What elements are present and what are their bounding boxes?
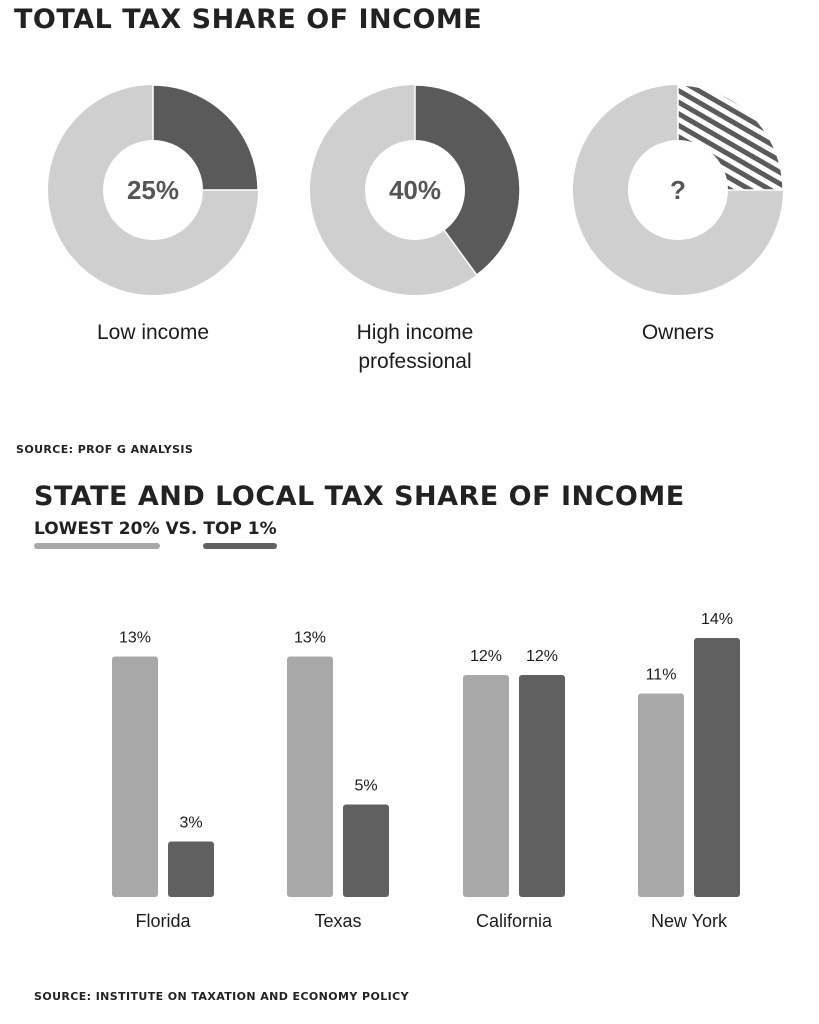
- legend-swatch-top-1: [203, 543, 277, 549]
- donut-owners-svg: [573, 84, 784, 295]
- legend-separator: vs.: [165, 519, 198, 539]
- donut-owners-label: Owners: [641, 321, 715, 344]
- donut-low-income: 25%: [47, 84, 259, 296]
- bar-florida-top-1-: [168, 841, 214, 897]
- category-label-texas: Texas: [314, 911, 361, 931]
- bar-label-new-york-top-1-: 14%: [701, 611, 733, 628]
- donut-low-income-label: Low income: [96, 321, 210, 344]
- bar-label-florida-lowest-20-: 13%: [119, 630, 151, 647]
- source-note-itep: Source: Institute on Taxation and Econom…: [34, 990, 409, 1003]
- donut-high-income-professional-label: High income professional: [356, 321, 474, 373]
- bar-chart: 13% 3% Florida 13% 5% Texas 12% 12% California 11…: [112, 611, 740, 931]
- bar-california-top-1-: [519, 675, 565, 897]
- donut-low-income-svg: [48, 84, 259, 295]
- donut-owners-hole: [628, 140, 728, 240]
- bar-california-lowest-20-: [463, 675, 509, 897]
- bar-label-new-york-lowest-20-: 11%: [646, 667, 677, 684]
- chart-title-state-local-tax: State and local tax share of income: [34, 481, 685, 512]
- bar-label-florida-top-1-: 3%: [179, 815, 202, 832]
- category-label-florida: Florida: [135, 911, 191, 931]
- bar-florida-lowest-20-: [112, 656, 158, 897]
- donut-owners-value: ?: [670, 174, 686, 205]
- category-label-california: California: [476, 911, 553, 931]
- legend-item-top-1: Top 1%: [203, 519, 277, 549]
- bar-label-california-top-1-: 12%: [526, 648, 558, 665]
- bar-new-york-lowest-20-: [638, 693, 684, 897]
- bar-label-california-lowest-20-: 12%: [470, 648, 502, 665]
- donut-high-income-professional-hole: [365, 140, 465, 240]
- source-note-prof-g: Source: Prof G Analysis: [16, 443, 194, 456]
- donut-high-income-professional-value: 40%: [388, 174, 442, 205]
- donut-high-income-professional-svg: [310, 84, 521, 295]
- bar-new-york-top-1-: [694, 638, 740, 897]
- legend: Lowest 20% vs. Top 1%: [34, 519, 277, 549]
- donut-low-income-value: 25%: [126, 174, 180, 205]
- legend-label-top-1: Top 1%: [203, 519, 277, 539]
- bar-label-texas-top-1-: 5%: [354, 778, 377, 795]
- category-label-new-york: New York: [651, 911, 728, 931]
- chart-title-total-tax: Total tax share of income: [14, 4, 483, 35]
- donut-owners: ?: [572, 84, 784, 296]
- bar-texas-lowest-20-: [287, 656, 333, 897]
- bar-texas-top-1-: [343, 804, 389, 897]
- bar-label-texas-lowest-20-: 13%: [294, 630, 326, 647]
- donut-low-income-hole: [103, 140, 203, 240]
- legend-label-lowest-20: Lowest 20%: [34, 519, 160, 539]
- legend-item-lowest-20: Lowest 20%: [34, 519, 160, 549]
- legend-swatch-lowest-20: [34, 543, 160, 549]
- donut-high-income-professional: 40%: [309, 84, 521, 296]
- donut-high-income-professional-slice: [414, 84, 521, 276]
